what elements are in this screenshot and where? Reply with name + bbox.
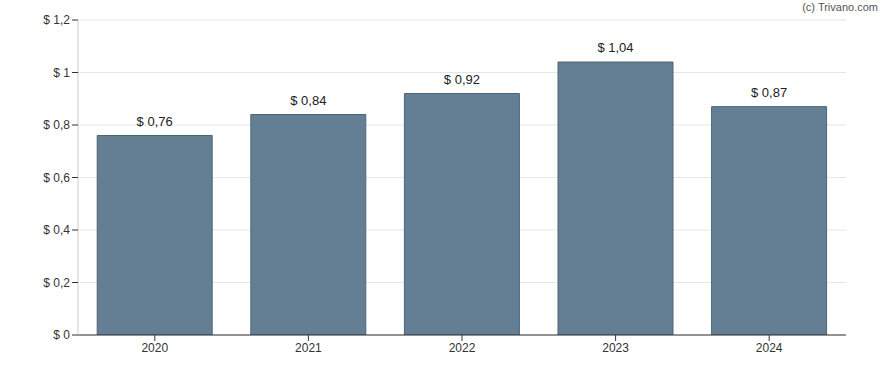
svg-text:$ 0,92: $ 0,92 [444,72,480,87]
svg-text:$ 0,84: $ 0,84 [290,93,326,108]
svg-text:$ 1,04: $ 1,04 [597,40,633,55]
svg-text:2021: 2021 [295,341,322,355]
svg-text:$ 0,2: $ 0,2 [43,276,70,290]
svg-text:$ 0,6: $ 0,6 [43,171,70,185]
svg-text:2020: 2020 [141,341,168,355]
svg-text:$ 1: $ 1 [53,66,70,80]
svg-text:$ 1,2: $ 1,2 [43,13,70,27]
svg-text:$ 0,87: $ 0,87 [751,85,787,100]
svg-text:2023: 2023 [602,341,629,355]
svg-text:2024: 2024 [756,341,783,355]
html-text:(c) Trivano.com: (c) Trivano.com [802,1,878,13]
svg-text:$ 0: $ 0 [53,328,70,342]
svg-text:$ 0,4: $ 0,4 [43,223,70,237]
svg-text:2022: 2022 [449,341,476,355]
svg-text:$ 0,76: $ 0,76 [137,114,173,129]
svg-text:$ 0,8: $ 0,8 [43,118,70,132]
